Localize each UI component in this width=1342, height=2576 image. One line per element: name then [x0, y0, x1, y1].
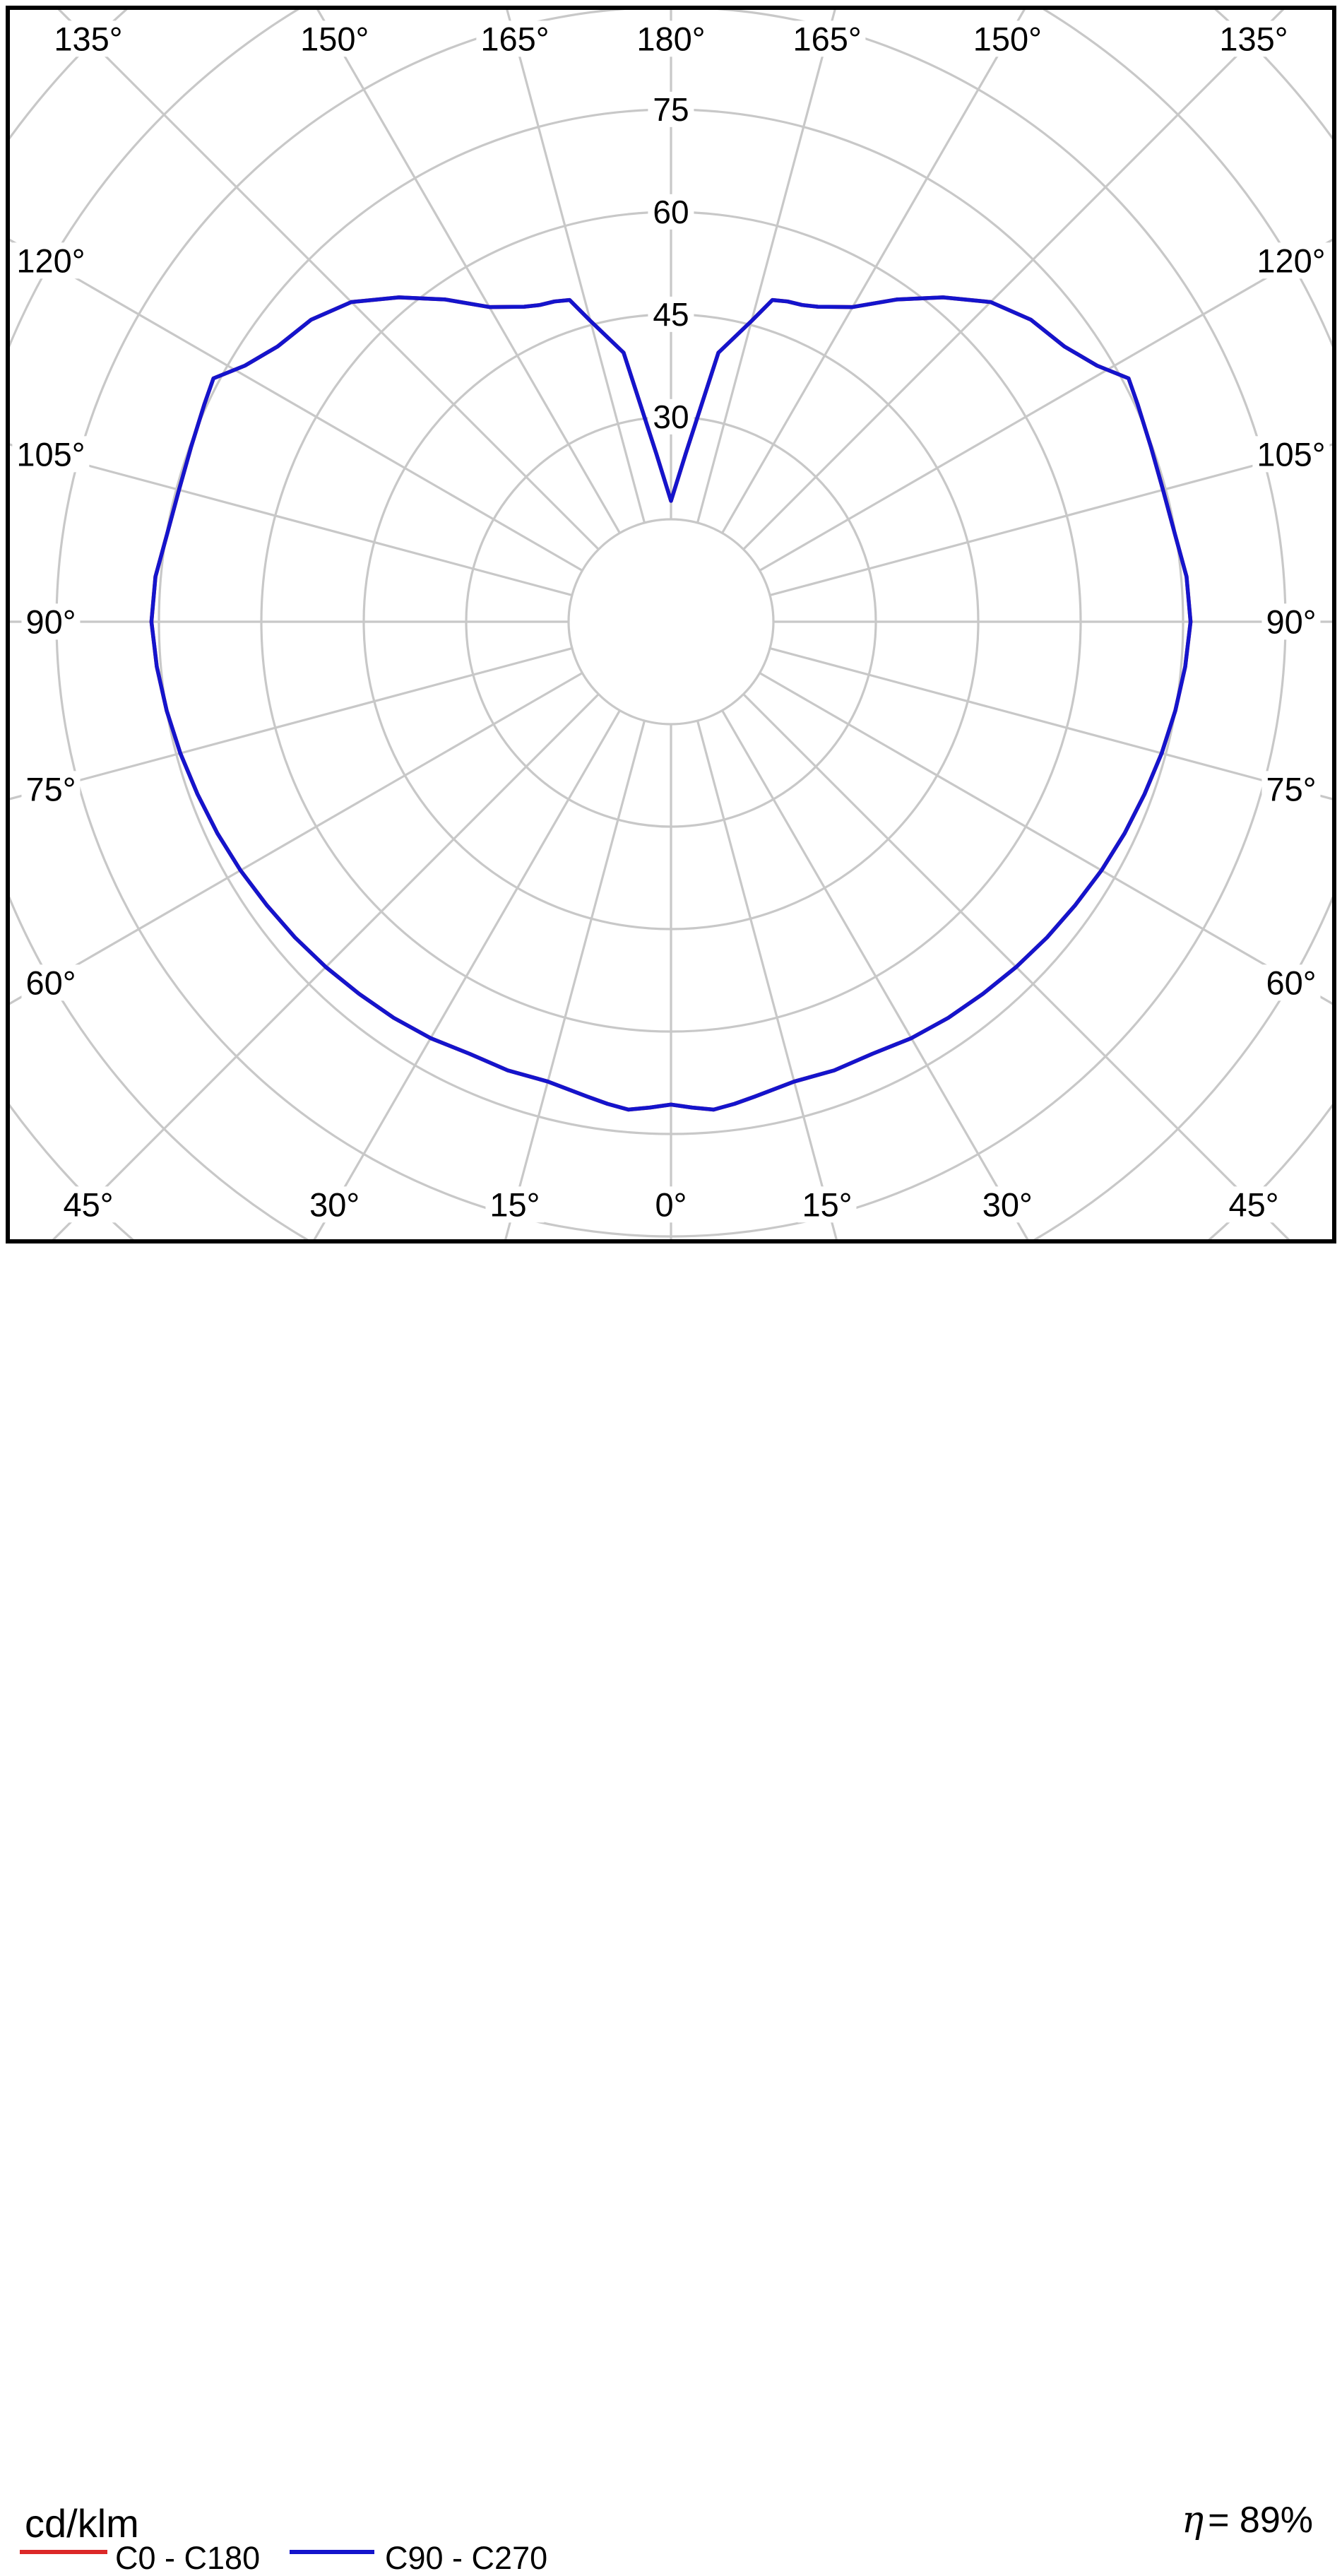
- axis-labels-layer: 0° 15° 15° 30° 30° 45° 45° 60° 60° 75° 75° 90° 90° 10…: [12, 20, 1330, 1223]
- angle-label-30-right: 30°: [978, 1186, 1037, 1223]
- footer: cd/klm η = 89% C0 - C180 C90 - C270: [0, 1243, 1342, 2574]
- angle-label-60-right: 60°: [1261, 964, 1321, 1001]
- angle-label-60-left: 60°: [21, 964, 81, 1001]
- angle-label-150-right: 150°: [968, 20, 1046, 57]
- angle-label-150-left: 150°: [296, 20, 374, 57]
- radial-label-30: 30: [648, 398, 694, 435]
- angle-label-75-left: 75°: [21, 771, 81, 808]
- angle-label-75-right: 75°: [1261, 771, 1321, 808]
- angle-label-165-right: 165°: [788, 20, 866, 57]
- angle-label-120-left: 120°: [12, 242, 90, 279]
- curve-c0-c180: [149, 295, 1193, 1112]
- angle-label-90-right: 90°: [1261, 603, 1321, 640]
- polar-grid: [6, 6, 1336, 1243]
- angle-label-135-left: 135°: [49, 20, 127, 57]
- radial-label-45: 45: [648, 296, 694, 333]
- angle-label-15-left: 15°: [485, 1186, 545, 1223]
- polar-plot-area: 0° 15° 15° 30° 30° 45° 45° 60° 60° 75° 75° 90° 90° 10…: [6, 6, 1336, 1243]
- radial-label-75: 75: [648, 91, 694, 128]
- eta-symbol: η: [1181, 2499, 1204, 2541]
- angle-label-30-left: 30°: [305, 1186, 364, 1223]
- angle-label-135-right: 135°: [1215, 20, 1293, 57]
- angle-label-45-right: 45°: [1224, 1186, 1283, 1223]
- angle-label-120-right: 120°: [1252, 242, 1330, 279]
- angle-label-105-right: 105°: [1252, 436, 1330, 473]
- efficiency-value: = 89%: [1208, 2500, 1313, 2541]
- angle-label-15-right: 15°: [797, 1186, 857, 1223]
- units-label: cd/klm: [25, 2501, 139, 2546]
- angle-label-0-right: 0°: [651, 1186, 691, 1223]
- legend-swatch-c90-c270: [290, 2550, 374, 2554]
- efficiency-label: η = 89%: [1182, 2499, 1313, 2541]
- angle-label-105-left: 105°: [12, 436, 90, 473]
- angle-label-165-left: 165°: [476, 20, 554, 57]
- legend-label-c90-c270: C90 - C270: [385, 2540, 548, 2576]
- legend-label-c0-c180: C0 - C180: [115, 2540, 261, 2576]
- legend-swatch-c0-c180: [20, 2550, 107, 2554]
- curves-layer: [149, 295, 1193, 1112]
- radial-label-60: 60: [648, 194, 694, 230]
- curve-c90-c270: [149, 295, 1193, 1112]
- angle-label-90-left: 90°: [21, 603, 81, 640]
- angle-label-45-left: 45°: [59, 1186, 118, 1223]
- angle-label-180-right: 180°: [632, 20, 710, 57]
- photometric-polar-diagram: 0° 15° 15° 30° 30° 45° 45° 60° 60° 75° 75° 90° 90° 10…: [0, 6, 1342, 2574]
